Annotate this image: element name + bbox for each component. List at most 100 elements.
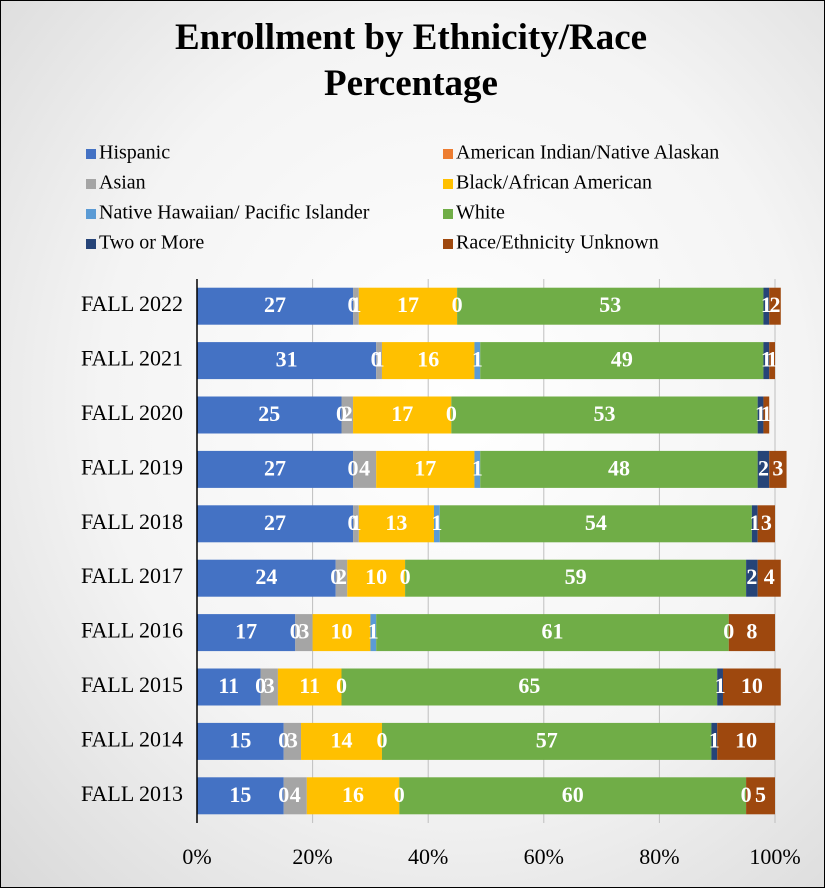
bar-segment (353, 505, 359, 543)
data-label: 57 (536, 727, 558, 752)
bar-segment (433, 505, 440, 543)
bar-segment (197, 342, 377, 380)
data-label: 4 (764, 564, 775, 589)
data-label: 16 (342, 782, 364, 807)
bar-segment (197, 559, 336, 597)
data-label: 0 (741, 782, 752, 807)
data-label: 0 (290, 619, 301, 644)
bar-segment (757, 396, 764, 434)
data-label: 10 (365, 564, 387, 589)
data-label: 54 (585, 510, 607, 535)
data-label: 53 (593, 401, 615, 426)
legend-swatch (443, 149, 453, 159)
bar-segment (283, 777, 307, 815)
data-label: 0 (348, 455, 359, 480)
data-label: 1 (374, 347, 385, 372)
data-label: 27 (264, 455, 286, 480)
legend-swatch (86, 239, 96, 249)
data-label: 0 (336, 401, 347, 426)
legend-label: White (456, 202, 505, 224)
y-tick-label: FALL 2022 (81, 291, 183, 316)
data-label: 1 (761, 347, 772, 372)
bar-segment (381, 342, 475, 380)
bar-segment (376, 450, 475, 488)
data-label: 4 (359, 455, 370, 480)
data-label: 10 (735, 727, 757, 752)
bar-segment (295, 614, 313, 652)
bar-segment (381, 722, 712, 760)
bar-segment (405, 559, 747, 597)
data-label: 60 (562, 782, 584, 807)
bar-segment (312, 614, 371, 652)
y-tick-label: FALL 2021 (81, 346, 183, 371)
data-label: 3 (298, 619, 309, 644)
x-tick-label: 100% (749, 844, 800, 869)
data-label: 1 (761, 401, 772, 426)
bar-segment (746, 559, 758, 597)
data-label: 25 (258, 401, 280, 426)
data-label: 1 (431, 510, 442, 535)
legend-label: Asian (99, 172, 146, 194)
x-tick-label: 0% (182, 844, 211, 869)
legend-swatch (86, 149, 96, 159)
data-label: 10 (741, 673, 763, 698)
x-tick-label: 80% (639, 844, 679, 869)
data-label: 1 (761, 292, 772, 317)
data-label: 2 (770, 292, 781, 317)
bar-segment (763, 342, 770, 380)
bar-segment (757, 559, 781, 597)
data-label: 17 (414, 455, 436, 480)
x-tick-label: 40% (408, 844, 448, 869)
bar-segment (197, 396, 342, 434)
data-label: 0 (278, 782, 289, 807)
chart-title: Enrollment by Ethnicity/Race Percentage (174, 17, 648, 104)
bar-segment (301, 722, 382, 760)
y-tick-label: FALL 2015 (81, 672, 183, 697)
bar-segment (341, 396, 354, 434)
bar-segment (451, 396, 758, 434)
bar-segment (474, 450, 481, 488)
y-tick-label: FALL 2016 (81, 618, 183, 643)
data-label: 27 (264, 510, 286, 535)
data-label: 0 (330, 564, 341, 589)
legend-swatch (443, 239, 453, 249)
bar-segment (197, 614, 296, 652)
legend-label: Black/African American (456, 172, 652, 194)
data-label: 59 (565, 564, 587, 589)
bar-segment (757, 450, 770, 488)
bar-segment (399, 777, 747, 815)
data-label: 0 (371, 347, 382, 372)
data-label: 2 (758, 455, 769, 480)
bar-segment (197, 668, 261, 706)
bar-segment (480, 450, 758, 488)
bar-segment (717, 722, 775, 760)
bar-segment (376, 614, 729, 652)
data-label: 1 (709, 727, 720, 752)
data-label: 1 (350, 510, 361, 535)
bar-segment (283, 722, 302, 760)
legend-label: Two or More (99, 232, 204, 254)
legend-label: American Indian/Native Alaskan (456, 142, 719, 164)
data-label: 1 (472, 455, 483, 480)
bar-segment (474, 342, 481, 380)
bar-segment (358, 505, 434, 543)
data-label: 15 (229, 727, 251, 752)
data-label: 0 (400, 564, 411, 589)
legend-label: Hispanic (99, 142, 170, 164)
data-label: 16 (417, 347, 439, 372)
bar-segment (197, 722, 284, 760)
bar-segment (728, 614, 775, 652)
bar-segment (197, 450, 354, 488)
data-label: 61 (541, 619, 563, 644)
data-label: 0 (336, 673, 347, 698)
data-label: 2 (342, 401, 353, 426)
legend-swatch (86, 179, 96, 189)
data-label: 1 (755, 401, 766, 426)
data-label: 3 (287, 727, 298, 752)
bar-segment (197, 777, 284, 815)
data-label: 0 (255, 673, 266, 698)
bar-segment (306, 777, 400, 815)
data-label: 14 (331, 727, 353, 752)
